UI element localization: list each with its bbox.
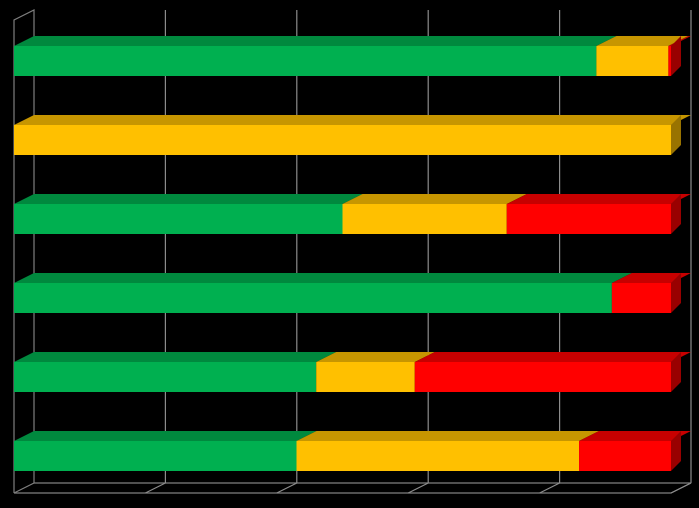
bar	[342, 204, 507, 234]
bar	[14, 362, 317, 392]
bar	[611, 283, 671, 313]
bar	[14, 204, 343, 234]
bar	[596, 46, 669, 76]
bar	[14, 283, 612, 313]
bar	[414, 362, 671, 392]
bar	[506, 204, 671, 234]
bar-top	[14, 273, 632, 283]
bar-top	[14, 352, 337, 362]
floor-gridline	[407, 482, 429, 494]
bar-top	[342, 194, 527, 204]
bar-side	[671, 352, 681, 392]
bar-top	[14, 431, 317, 441]
bar	[579, 441, 671, 471]
bar-top	[14, 115, 691, 125]
bar-side	[671, 431, 681, 471]
bar-top	[14, 36, 617, 46]
bar-side	[671, 115, 681, 155]
bar-top	[506, 194, 691, 204]
bar-side	[671, 273, 681, 313]
floor-gridline	[539, 482, 560, 494]
bar	[296, 441, 580, 471]
left-wall	[13, 9, 35, 494]
bar-top	[414, 352, 691, 362]
bar-top	[14, 194, 363, 204]
floor-gridline	[670, 482, 692, 494]
bar-top	[579, 431, 691, 441]
bar	[668, 46, 671, 76]
floor-gridline	[276, 482, 298, 494]
bar-side	[671, 194, 681, 234]
bar-top	[596, 36, 689, 46]
bar-side	[671, 36, 681, 76]
floor-outline	[14, 482, 692, 494]
bar	[316, 362, 415, 392]
bar-top	[611, 273, 691, 283]
bar-top	[296, 431, 600, 441]
bar	[14, 46, 597, 76]
bar	[14, 125, 671, 155]
bar	[14, 441, 297, 471]
bar-top	[316, 352, 435, 362]
floor-gridline	[145, 482, 166, 494]
